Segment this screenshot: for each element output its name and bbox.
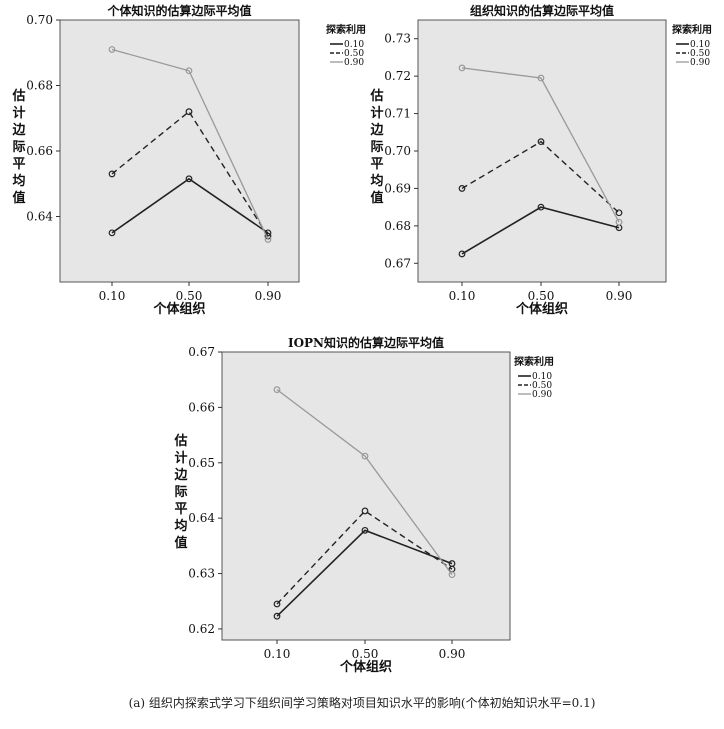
- data-point-0.50: [273, 600, 281, 608]
- chart-title: IOPN知识的估算边际平均值: [288, 335, 444, 350]
- x-tick-label: 0.50: [528, 289, 555, 303]
- plot-area: [221, 351, 511, 641]
- data-point-0.10: [108, 229, 116, 237]
- y-tick-label: 0.70: [384, 144, 411, 158]
- data-point-0.10: [185, 175, 193, 183]
- legend-label-0.90: 0.90: [532, 390, 552, 400]
- data-point-0.90: [615, 218, 623, 226]
- data-point-0.50: [185, 108, 193, 116]
- y-tick-label: 0.73: [384, 32, 411, 46]
- y-tick-label: 0.70: [26, 13, 53, 27]
- series-line-0.10: [111, 177, 269, 234]
- data-point-0.10: [537, 203, 545, 211]
- plot-area: [417, 19, 667, 283]
- legend-label-0.50: 0.50: [690, 49, 710, 59]
- data-point-0.90: [458, 64, 466, 72]
- data-point-0.90: [361, 452, 369, 460]
- series-line-0.50: [276, 510, 453, 605]
- y-axis-label: 估计边际平均值: [11, 88, 26, 206]
- y-tick-label: 0.64: [26, 210, 53, 224]
- x-axis-label: 个体组织: [515, 301, 568, 317]
- y-axis-label: 估计边际平均值: [369, 88, 384, 206]
- data-point-0.10: [458, 250, 466, 258]
- series-line-0.50: [461, 140, 620, 214]
- x-tick-label: 0.90: [606, 289, 633, 303]
- y-tick-label: 0.62: [188, 622, 215, 636]
- y-tick-label: 0.66: [188, 400, 215, 414]
- y-tick-label: 0.64: [188, 511, 215, 525]
- chart-title: 组织知识的估算边际平均值: [470, 3, 614, 18]
- y-axis-label: 估计边际平均值: [173, 433, 188, 551]
- y-tick-label: 0.72: [384, 69, 411, 83]
- plot-area: [59, 19, 300, 283]
- legend-label-0.90: 0.90: [690, 58, 710, 68]
- data-point-0.90: [185, 67, 193, 75]
- data-point-0.10: [361, 526, 369, 534]
- y-tick-label: 0.69: [384, 181, 411, 195]
- y-tick-label: 0.68: [384, 219, 411, 233]
- legend-label-0.10: 0.10: [690, 40, 710, 50]
- x-tick-label: 0.10: [99, 289, 126, 303]
- y-tick-label: 0.66: [26, 144, 53, 158]
- x-axis-label: 个体组织: [152, 301, 205, 317]
- y-tick-label: 0.71: [384, 107, 411, 121]
- series-line-0.50: [111, 110, 269, 237]
- x-tick-label: 0.10: [264, 647, 291, 661]
- legend-title: 探索利用: [514, 355, 554, 368]
- x-tick-label: 0.50: [176, 289, 203, 303]
- x-tick-label: 0.10: [449, 289, 476, 303]
- series-line-0.10: [276, 529, 453, 617]
- data-point-0.90: [108, 46, 116, 53]
- y-tick-label: 0.65: [188, 456, 215, 470]
- data-point-0.90: [273, 386, 281, 394]
- legend-title: 探索利用: [326, 23, 366, 36]
- chart-2: 组织知识的估算边际平均值 0.67 0.68 0.69 0.70 0.71 0.72 0.73…: [369, 3, 712, 317]
- y-tick-label: 0.67: [188, 345, 215, 359]
- y-tick-label: 0.67: [384, 256, 411, 270]
- x-tick-label: 0.50: [352, 647, 379, 661]
- data-point-0.90: [537, 74, 545, 82]
- legend-label-0.50: 0.50: [532, 381, 552, 391]
- data-point-0.50: [361, 507, 369, 515]
- series-line-0.10: [461, 206, 620, 255]
- chart-title: 个体知识的估算边际平均值: [106, 3, 251, 18]
- x-tick-label: 0.90: [255, 289, 282, 303]
- figure-caption: (a) 组织内探索式学习下组织间学习策略对项目知识水平的影响(个体初始知识水平=…: [128, 696, 596, 710]
- legend-label-0.50: 0.50: [344, 49, 364, 59]
- y-tick-label: 0.68: [26, 79, 53, 93]
- data-point-0.50: [537, 138, 545, 146]
- legend-label-0.90: 0.90: [344, 58, 364, 68]
- series-line-0.90: [276, 389, 453, 576]
- x-tick-label: 0.90: [439, 647, 466, 661]
- chart-3: IOPN知识的估算边际平均值 0.62 0.63 0.64 0.65 0.66 0.67 0.…: [173, 335, 554, 675]
- y-tick-label: 0.63: [188, 567, 215, 581]
- legend-label-0.10: 0.10: [344, 40, 364, 50]
- series-line-0.90: [461, 67, 620, 223]
- data-point-0.10: [273, 612, 281, 620]
- legend-label-0.10: 0.10: [532, 372, 552, 382]
- legend-title: 探索利用: [672, 23, 712, 36]
- data-point-0.90: [264, 236, 272, 243]
- x-axis-label: 个体组织: [339, 659, 392, 675]
- data-point-0.50: [458, 185, 466, 192]
- data-point-0.50: [615, 209, 623, 217]
- data-point-0.50: [108, 170, 116, 178]
- data-point-0.90: [448, 571, 456, 579]
- series-line-0.90: [111, 48, 269, 240]
